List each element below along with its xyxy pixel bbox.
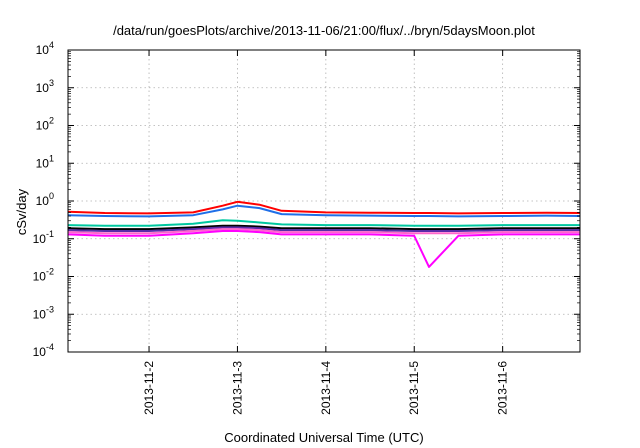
y-axis-ticks: 10-4 10-3 10-2 10-1 100 101 102 103 104	[33, 40, 580, 359]
series-line-6	[67, 228, 580, 235]
series-line-2	[67, 204, 581, 218]
y-tick-label: 10-1	[33, 229, 54, 246]
x-tick-label: 2013-11-4	[319, 361, 333, 415]
x-tick-label: 2013-11-3	[230, 361, 244, 415]
y-tick-label: 101	[36, 153, 54, 170]
x-tick-label: 2013-11-5	[407, 361, 421, 415]
series-line-7	[67, 230, 580, 268]
grid	[68, 50, 580, 352]
chart-title: /data/run/goesPlots/archive/2013-11-06/2…	[113, 23, 535, 38]
x-tick-label: 2013-11-6	[496, 361, 510, 415]
y-tick-label: 10-4	[33, 342, 54, 359]
series-line-5	[67, 226, 580, 232]
y-tick-label: 100	[36, 191, 54, 208]
series-line-1	[67, 200, 581, 215]
series-line-3	[67, 219, 580, 227]
x-tick-label: 2013-11-2	[142, 361, 156, 415]
y-tick-label: 102	[36, 116, 54, 133]
y-tick-label: 104	[36, 40, 54, 57]
y-tick-label: 103	[36, 78, 54, 95]
y-tick-label: 10-2	[33, 267, 54, 284]
x-axis-label: Coordinated Universal Time (UTC)	[224, 430, 423, 445]
series-line-4	[67, 224, 580, 231]
x-axis-ticks: 2013-11-2 2013-11-3 2013-11-4 2013-11-5 2013…	[142, 50, 510, 415]
y-axis-label: cSv/day	[14, 188, 29, 235]
y-tick-label: 10-3	[33, 304, 54, 321]
series-group	[67, 200, 581, 268]
